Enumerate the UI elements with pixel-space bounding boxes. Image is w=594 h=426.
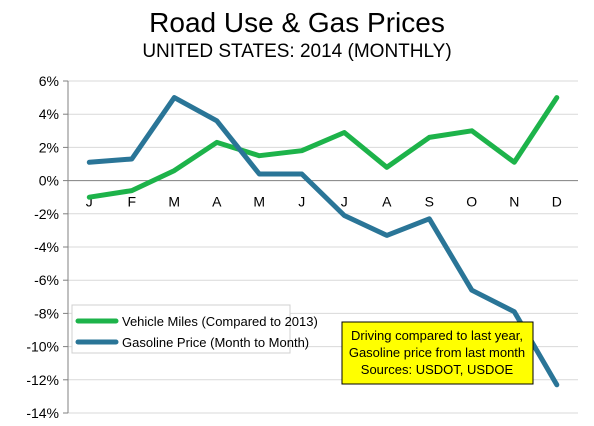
legend-box <box>71 304 291 354</box>
x-tick-label: F <box>127 194 136 210</box>
annotation-line-3: Sources: USDOT, USDOE <box>361 362 514 377</box>
y-tick-label: 0% <box>39 173 59 189</box>
chart-title: Road Use & Gas Prices <box>149 7 445 38</box>
y-tick-label: 2% <box>39 139 59 155</box>
y-tick-label: -6% <box>34 272 59 288</box>
x-tick-label: N <box>509 194 519 210</box>
x-tick-label: D <box>552 194 562 210</box>
y-tick-label: -4% <box>34 239 59 255</box>
legend-label-vehicle-miles: Vehicle Miles (Compared to 2013) <box>122 314 318 329</box>
y-tick-label: -14% <box>26 405 59 421</box>
x-tick-label: S <box>425 194 434 210</box>
legend-label-gasoline-price: Gasoline Price (Month to Month) <box>122 335 309 350</box>
x-tick-label: O <box>466 194 477 210</box>
x-tick-label: M <box>253 194 265 210</box>
x-tick-label: A <box>212 194 222 210</box>
annotation-line-2: Gasoline price from last month <box>349 345 525 360</box>
series-line-gasoline-price <box>86 95 560 388</box>
y-tick-label: -8% <box>34 305 59 321</box>
series-lines <box>86 95 560 388</box>
y-tick-label: 4% <box>39 106 59 122</box>
y-tick-label: -12% <box>26 372 59 388</box>
x-tick-label: A <box>382 194 392 210</box>
y-tick-label: -2% <box>34 206 59 222</box>
y-tick-label: -10% <box>26 339 59 355</box>
y-axis-ticks: 6% 4% 2% 0% -2% -4% -6% -8% -10% -12% -14% <box>26 73 68 421</box>
x-tick-label: J <box>298 194 305 210</box>
x-tick-label: J <box>341 194 348 210</box>
annotation-line-1: Driving compared to last year, <box>351 328 523 343</box>
x-tick-label: J <box>86 194 93 210</box>
y-tick-label: 6% <box>39 73 59 89</box>
x-tick-label: M <box>168 194 180 210</box>
legend: Vehicle Miles (Compared to 2013) Gasolin… <box>71 304 318 354</box>
chart-subtitle: UNITED STATES: 2014 (MONTHLY) <box>142 41 451 62</box>
annotation-background <box>341 321 534 385</box>
series-line-vehicle-miles <box>86 95 560 200</box>
annotation-box: Driving compared to last year, Gasoline … <box>341 321 534 385</box>
